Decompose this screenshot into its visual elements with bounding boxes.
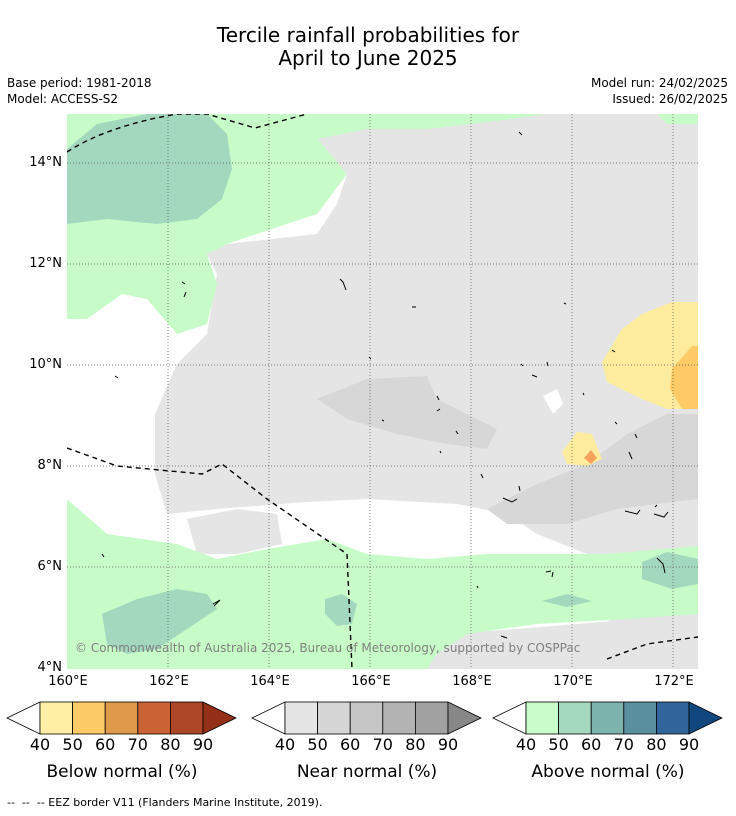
copyright-notice: © Commonwealth of Australia 2025, Bureau… xyxy=(75,641,581,655)
graticule xyxy=(67,114,698,669)
above-colorbar-swatch xyxy=(525,701,559,735)
below-colorbar-tick-label: 70 xyxy=(127,735,148,754)
near-colorbar-tick-label: 40 xyxy=(274,735,296,754)
lon-label-170e: 170°E xyxy=(553,674,593,689)
above-colorbar-swatch xyxy=(623,701,657,735)
below-colorbar-swatch xyxy=(39,701,73,735)
below-colorbar-swatch xyxy=(104,701,139,735)
below-colorbar-tick-label: 60 xyxy=(95,735,116,754)
base-period-text: Base period: 1981-2018 xyxy=(7,76,152,90)
below-normal-50-patch-center xyxy=(584,450,597,464)
above-normal-50-patch-east xyxy=(542,594,592,607)
lat-label-6n: 6°N xyxy=(37,559,63,574)
above-normal-50-patch-southeast xyxy=(642,552,698,589)
above-colorbar-tick-label: 70 xyxy=(613,735,634,754)
near-colorbar-swatch xyxy=(284,701,318,735)
eez-footer-note: -- -- -- EEZ border V11 (Flanders Marine… xyxy=(7,796,323,809)
above-colorbar-tick-label: 50 xyxy=(548,735,569,754)
above-colorbar-tick-label: 40 xyxy=(515,735,537,754)
islands xyxy=(101,131,669,639)
lon-label-172e: 172°E xyxy=(654,674,694,689)
above-normal-50-region-southwest xyxy=(102,589,217,654)
lon-label-164e: 164°E xyxy=(250,674,290,689)
above-normal-40-region-north xyxy=(292,114,698,154)
meta-right: Model run: 24/02/2025 Issued: 26/02/2025 xyxy=(591,75,728,107)
lat-label-12n: 12°N xyxy=(29,256,62,271)
below-normal-50-region-east xyxy=(670,346,698,409)
lon-label-160e: 160°E xyxy=(48,674,88,689)
below-normal-colorbar xyxy=(6,701,237,735)
near-colorbar-swatch xyxy=(382,701,416,735)
map-title-line2: April to June 2025 xyxy=(278,46,458,70)
meta-left: Base period: 1981-2018 Model: ACCESS-S2 xyxy=(7,75,152,107)
below-colorbar-tick-label: 50 xyxy=(62,735,83,754)
near-normal-50-region-east xyxy=(487,414,698,524)
lat-label-10n: 10°N xyxy=(29,357,62,372)
lat-label-8n: 8°N xyxy=(37,458,63,473)
near-colorbar-tick-label: 70 xyxy=(372,735,393,754)
above-colorbar-swatch xyxy=(590,701,625,735)
below-colorbar-swatch xyxy=(72,701,106,735)
rainfall-probability-map xyxy=(67,114,698,669)
above-colorbar-swatch xyxy=(558,701,592,735)
near-colorbar-swatch xyxy=(414,701,449,735)
above-colorbar-tick-label: 80 xyxy=(646,735,667,754)
model-run-text: Model run: 24/02/2025 xyxy=(590,76,728,90)
below-colorbar-swatch xyxy=(137,701,171,735)
map-title-line1: Tercile rainfall probabilities for xyxy=(216,23,520,47)
below-colorbar-tick-label: 80 xyxy=(160,735,181,754)
below-colorbar-tick-label: 90 xyxy=(192,735,214,754)
lon-label-168e: 168°E xyxy=(452,674,492,689)
above-normal-colorbar xyxy=(492,701,723,735)
above-normal-40-region-south xyxy=(67,499,698,669)
white-gap-east xyxy=(543,389,563,414)
below-normal-colorbar-title: Below normal (%) xyxy=(46,762,198,782)
near-normal-40-patch-west xyxy=(187,509,282,554)
below-colorbar-swatch xyxy=(169,701,204,735)
lat-label-4n: 4°N xyxy=(37,660,63,675)
near-colorbar-tick-label: 60 xyxy=(340,735,361,754)
near-colorbar-tick-label: 80 xyxy=(405,735,426,754)
near-colorbar-tick-label: 50 xyxy=(307,735,328,754)
near-colorbar-swatch xyxy=(317,701,351,735)
lon-label-166e: 166°E xyxy=(351,674,391,689)
issued-text: Issued: 26/02/2025 xyxy=(612,92,728,106)
model-text: Model: ACCESS-S2 xyxy=(7,92,119,106)
near-normal-40-region-south xyxy=(427,614,698,669)
above-colorbar-tick-label: 90 xyxy=(678,735,700,754)
near-normal-colorbar-title: Near normal (%) xyxy=(296,762,438,782)
near-normal-colorbar xyxy=(251,701,482,735)
below-colorbar-tick-label: 40 xyxy=(29,735,51,754)
lat-label-14n: 14°N xyxy=(29,155,62,170)
above-normal-50-region-northwest xyxy=(67,114,232,224)
near-normal-50-region xyxy=(317,376,497,449)
lon-label-162e: 162°E xyxy=(149,674,189,689)
map-panel: © Commonwealth of Australia 2025, Bureau… xyxy=(67,114,698,669)
above-colorbar-swatch xyxy=(655,701,690,735)
above-colorbar-tick-label: 60 xyxy=(581,735,602,754)
near-colorbar-tick-label: 90 xyxy=(437,735,459,754)
near-colorbar-swatch xyxy=(349,701,384,735)
above-normal-colorbar-title: Above normal (%) xyxy=(531,762,685,782)
